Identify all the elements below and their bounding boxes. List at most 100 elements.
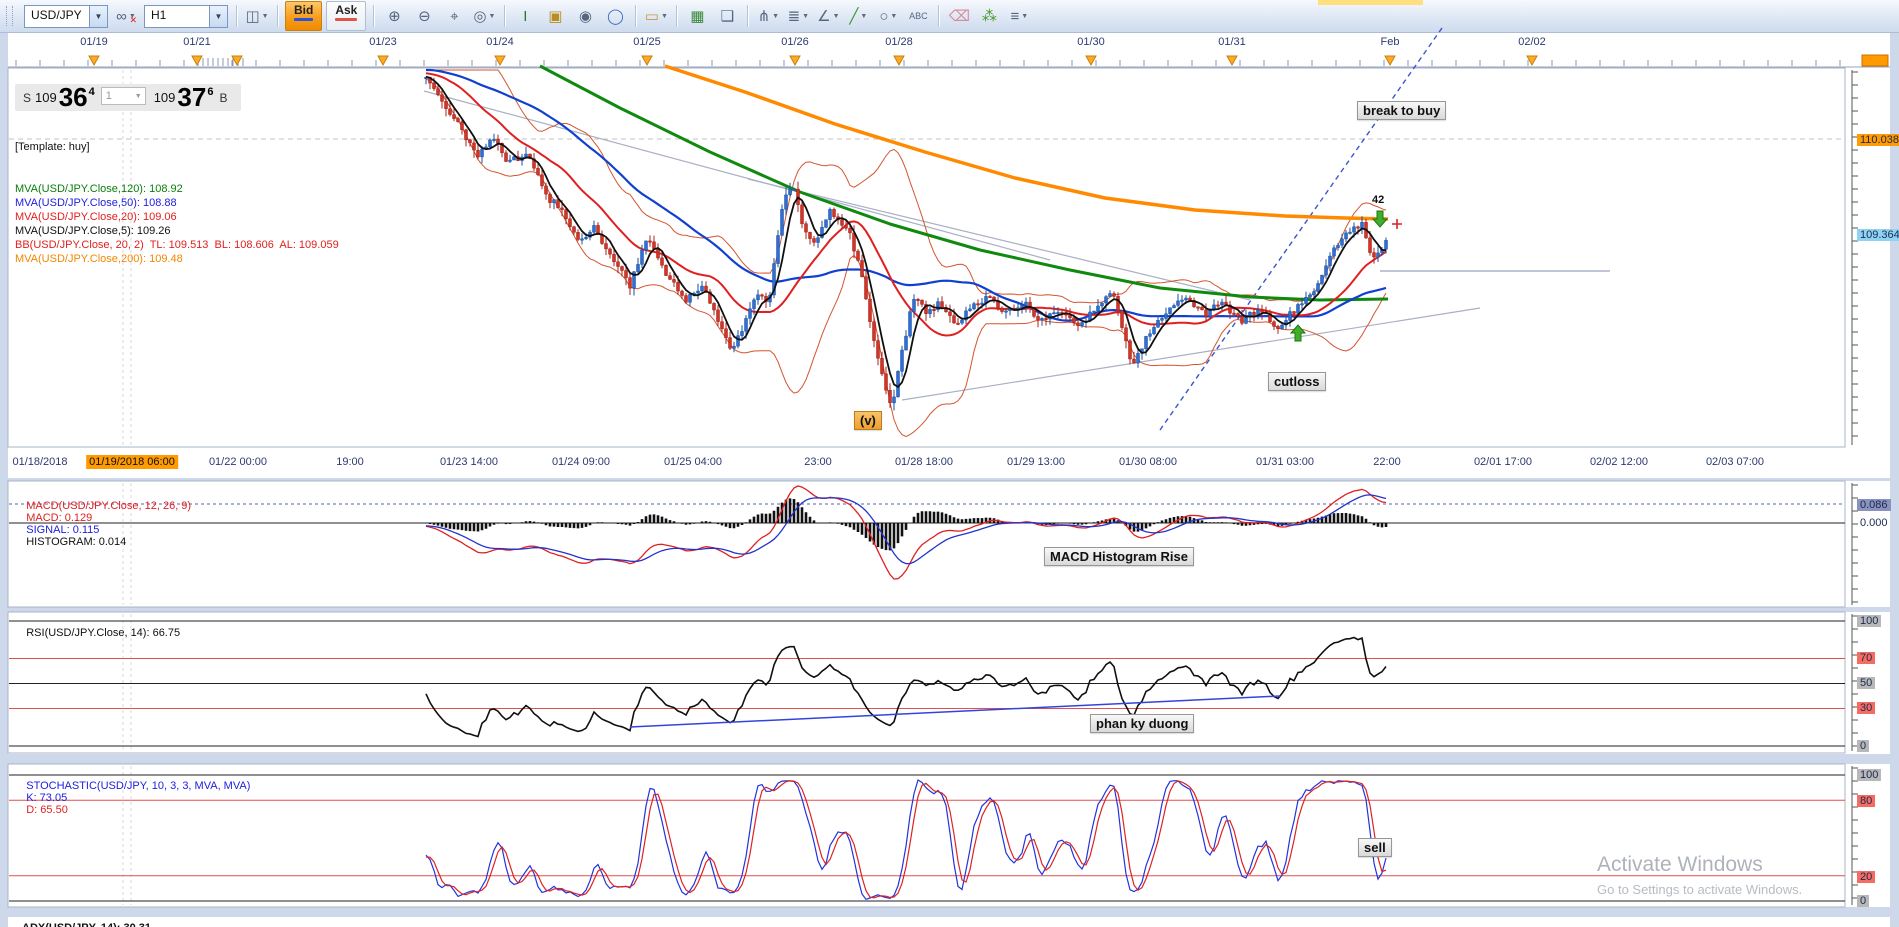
header-date-label: 01/28 — [885, 36, 913, 48]
header-date-label: 01/24 — [486, 36, 514, 48]
rsi-axis-label: 100 — [1857, 615, 1881, 627]
quote-box: S 109 36 4 1 ▼ 109 37 6 B — [15, 84, 241, 111]
header-date-label: 02/02 — [1518, 36, 1546, 48]
breakout-line — [1160, 28, 1442, 430]
header-date-label: 01/23 — [369, 36, 397, 48]
header-date-label: 01/30 — [1077, 36, 1105, 48]
stoch-k-line — [426, 780, 1386, 899]
break-to-buy-note[interactable]: break to buy — [1357, 101, 1446, 120]
bid-pip-fraction: 4 — [89, 86, 95, 98]
stoch-axis-label: 80 — [1857, 795, 1875, 807]
time-axis-label: 01/28 18:00 — [892, 455, 956, 469]
macd-axis-label: 0.086 — [1857, 499, 1891, 511]
macd-histogram-bars — [426, 498, 1386, 550]
buy-side-label: B — [219, 91, 227, 105]
bull-candle-bodies — [425, 77, 1388, 403]
macd-rise-note[interactable]: MACD Histogram Rise — [1044, 547, 1194, 566]
legend-line: MVA(USD/JPY.Close,50): 108.88 — [15, 196, 339, 210]
date-marker-triangle — [378, 56, 388, 65]
indicator-legend: [Template: huy] MVA(USD/JPY.Close,120): … — [15, 112, 339, 266]
rsi-axis-label: 0 — [1857, 740, 1869, 752]
macd-label-row: MACD(USD/JPY.Close, 12, 26, 9) MACD: 0.1… — [14, 488, 197, 560]
stoch-params-label: STOCHASTIC(USD/JPY, 10, 3, 3, MVA, MVA) — [26, 780, 250, 792]
time-axis-label: 01/24 09:00 — [549, 455, 613, 469]
time-axis-label: 19:00 — [333, 455, 367, 469]
pane-border — [8, 612, 1845, 753]
time-axis-label: 02/02 12:00 — [1587, 455, 1651, 469]
activate-windows-watermark: Activate Windows — [1597, 853, 1763, 877]
legend-line: MVA(USD/JPY.Close,120): 108.92 — [15, 182, 339, 196]
time-axis-label: 01/18/2018 — [9, 455, 70, 469]
cross-marker — [1392, 219, 1402, 229]
buy-arrow[interactable] — [1291, 325, 1305, 341]
amount-value: 1 — [106, 90, 132, 102]
bull-candle-wicks — [426, 77, 1386, 411]
wave-v-note[interactable]: (v) — [854, 411, 882, 430]
ruler-right-badge — [1862, 55, 1888, 66]
ask-pip-fraction: 6 — [207, 86, 213, 98]
stoch-k-label: K: 73.05 — [26, 792, 67, 804]
stoch-axis-label: 0 — [1857, 895, 1869, 907]
pane-border — [8, 764, 1845, 907]
macd-signal-label: SIGNAL: 0.115 — [26, 524, 99, 536]
time-axis-label: 01/23 14:00 — [437, 455, 501, 469]
time-axis-label: 01/29 13:00 — [1004, 455, 1068, 469]
bollinger-upper-band — [426, 70, 1386, 303]
rsi-divergence-note[interactable]: phan ky duong — [1090, 714, 1194, 733]
rsi-label-row: RSI(USD/JPY.Close, 14): 66.75 — [14, 615, 180, 651]
stoch-axis-label: 100 — [1857, 769, 1881, 781]
rsi-params-label: RSI(USD/JPY.Close, 14): 66.75 — [26, 627, 180, 639]
stoch-d-label: D: 65.50 — [26, 804, 68, 816]
time-axis-label: 02/01 17:00 — [1471, 455, 1535, 469]
legend-line: BB(USD/JPY.Close, 20, 2) TL: 109.513 BL:… — [15, 238, 339, 252]
date-marker-triangle — [894, 56, 904, 65]
date-marker-triangle — [89, 56, 99, 65]
next-indicator-pane-clipped: ADX(USD/JPY, 14): 30.31 — [8, 917, 1890, 927]
template-name: [Template: huy] — [15, 140, 339, 154]
price-axis-label: 109.364 — [1857, 229, 1899, 241]
time-axis-label: 01/30 08:00 — [1116, 455, 1180, 469]
date-marker-triangle — [790, 56, 800, 65]
rsi-axis-label: 50 — [1857, 677, 1875, 689]
macd-line — [426, 486, 1386, 579]
rsi-axis-label: 30 — [1857, 702, 1875, 714]
header-date-label: Feb — [1381, 36, 1400, 48]
header-date-label: 01/26 — [781, 36, 809, 48]
rsi-line — [426, 638, 1386, 737]
header-date-label: 01/21 — [183, 36, 211, 48]
mva-50-line — [426, 70, 1386, 321]
bid-handle: 109 — [35, 90, 57, 105]
sell-side-label: S — [23, 91, 31, 105]
cutloss-note[interactable]: cutloss — [1268, 372, 1326, 391]
price-axis-label: 110.038 — [1857, 134, 1899, 146]
legend-line: MVA(USD/JPY.Close,200): 109.48 — [15, 252, 339, 266]
header-date-label: 01/25 — [633, 36, 661, 48]
sell-arrow[interactable] — [1373, 211, 1387, 227]
ask-handle: 109 — [154, 90, 176, 105]
header-date-label: 01/19 — [80, 36, 108, 48]
pane-border — [8, 481, 1845, 607]
trading-platform-window: USD/JPY▼∞✕▼H1▼◫▼BidAsk⊕⊖⌖◎▼I▣◉◯▭▼▦❏⋔▼≣▼∠… — [0, 0, 1899, 927]
date-marker-triangle — [642, 56, 652, 65]
chevron-down-icon: ▼ — [132, 93, 145, 100]
date-marker-triangle — [1086, 56, 1096, 65]
bollinger-lower-band — [426, 79, 1386, 437]
bid-price-big[interactable]: 36 — [59, 86, 88, 108]
legend-line: MVA(USD/JPY.Close,20): 109.06 — [15, 210, 339, 224]
activate-windows-subtext: Go to Settings to activate Windows. — [1597, 882, 1802, 897]
amount-combo[interactable]: 1 ▼ — [101, 87, 146, 105]
time-axis-label-highlighted: 01/19/2018 06:00 — [86, 455, 178, 469]
wedge-support — [902, 308, 1480, 400]
time-axis-label: 01/22 00:00 — [206, 455, 270, 469]
mva-200-line — [665, 66, 1388, 219]
sell-note[interactable]: sell — [1358, 838, 1392, 857]
macd-params-label: MACD(USD/JPY.Close, 12, 26, 9) — [26, 500, 191, 512]
bar-count-note[interactable]: 42 — [1372, 194, 1384, 206]
header-date-label: 01/31 — [1218, 36, 1246, 48]
ask-price-big[interactable]: 37 — [177, 86, 206, 108]
time-axis-label: 01/31 03:00 — [1253, 455, 1317, 469]
macd-value-label: MACD: 0.129 — [26, 512, 92, 524]
time-axis-label: 01/25 04:00 — [661, 455, 725, 469]
stoch-label-row: STOCHASTIC(USD/JPY, 10, 3, 3, MVA, MVA) … — [14, 768, 257, 828]
stoch-d-line — [426, 781, 1386, 898]
